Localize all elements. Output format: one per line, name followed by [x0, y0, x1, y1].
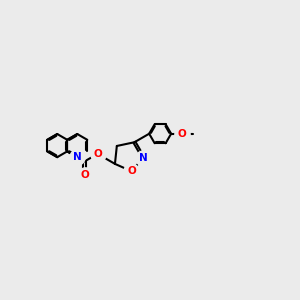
- Text: O: O: [93, 149, 102, 159]
- Text: O: O: [178, 129, 187, 139]
- Text: O: O: [80, 170, 89, 180]
- Text: O: O: [127, 166, 136, 176]
- Text: N: N: [73, 152, 82, 162]
- Text: N: N: [139, 153, 148, 163]
